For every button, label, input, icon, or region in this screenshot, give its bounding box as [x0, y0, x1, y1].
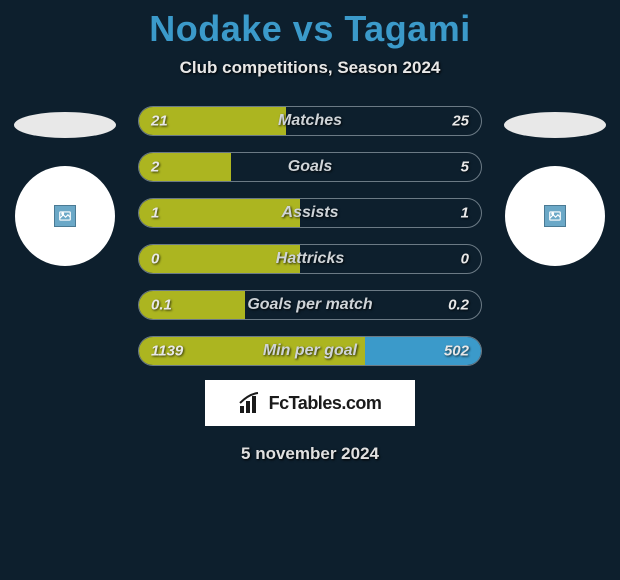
- left-ellipse: [14, 112, 116, 138]
- bar-value-right: 1: [461, 205, 469, 222]
- bar-fill-left: [139, 199, 300, 227]
- footer-date: 5 november 2024: [0, 444, 620, 464]
- bar-value-right: 5: [461, 159, 469, 176]
- right-player-col: [500, 106, 610, 266]
- bar-value-right: 25: [452, 113, 469, 130]
- stat-bar: 1139 Min per goal 502: [138, 336, 482, 366]
- bar-label: Hattricks: [276, 250, 344, 268]
- stat-bar: 2 Goals 5: [138, 152, 482, 182]
- footer-logo: FcTables.com: [205, 380, 415, 426]
- comparison-row: 21 Matches 25 2 Goals 5 1 Assists 1 0 Hattricks 0 0.…: [0, 106, 620, 366]
- stat-bar: 0.1 Goals per match 0.2: [138, 290, 482, 320]
- bars-icon: [239, 392, 263, 414]
- bar-label: Goals per match: [247, 296, 372, 314]
- left-player-col: [10, 106, 120, 266]
- bar-value-left: 2: [151, 159, 159, 176]
- page-subtitle: Club competitions, Season 2024: [0, 58, 620, 78]
- bars-container: 21 Matches 25 2 Goals 5 1 Assists 1 0 Hattricks 0 0.…: [138, 106, 482, 366]
- footer-logo-text: FcTables.com: [269, 393, 382, 414]
- bar-value-left: 0: [151, 251, 159, 268]
- placeholder-icon: [544, 205, 566, 227]
- left-avatar: [15, 166, 115, 266]
- stat-bar: 0 Hattricks 0: [138, 244, 482, 274]
- bar-label: Min per goal: [263, 342, 357, 360]
- bar-label: Goals: [288, 158, 332, 176]
- bar-value-right: 502: [444, 343, 469, 360]
- stat-bar: 21 Matches 25: [138, 106, 482, 136]
- bar-value-left: 1: [151, 205, 159, 222]
- bar-value-right: 0.2: [448, 297, 469, 314]
- bar-label: Assists: [282, 204, 339, 222]
- bar-label: Matches: [278, 112, 342, 130]
- bar-value-right: 0: [461, 251, 469, 268]
- bar-value-left: 0.1: [151, 297, 172, 314]
- bar-value-left: 21: [151, 113, 168, 130]
- placeholder-icon: [54, 205, 76, 227]
- right-avatar: [505, 166, 605, 266]
- stat-bar: 1 Assists 1: [138, 198, 482, 228]
- page-title: Nodake vs Tagami: [0, 8, 620, 50]
- bar-value-left: 1139: [151, 343, 183, 360]
- right-ellipse: [504, 112, 606, 138]
